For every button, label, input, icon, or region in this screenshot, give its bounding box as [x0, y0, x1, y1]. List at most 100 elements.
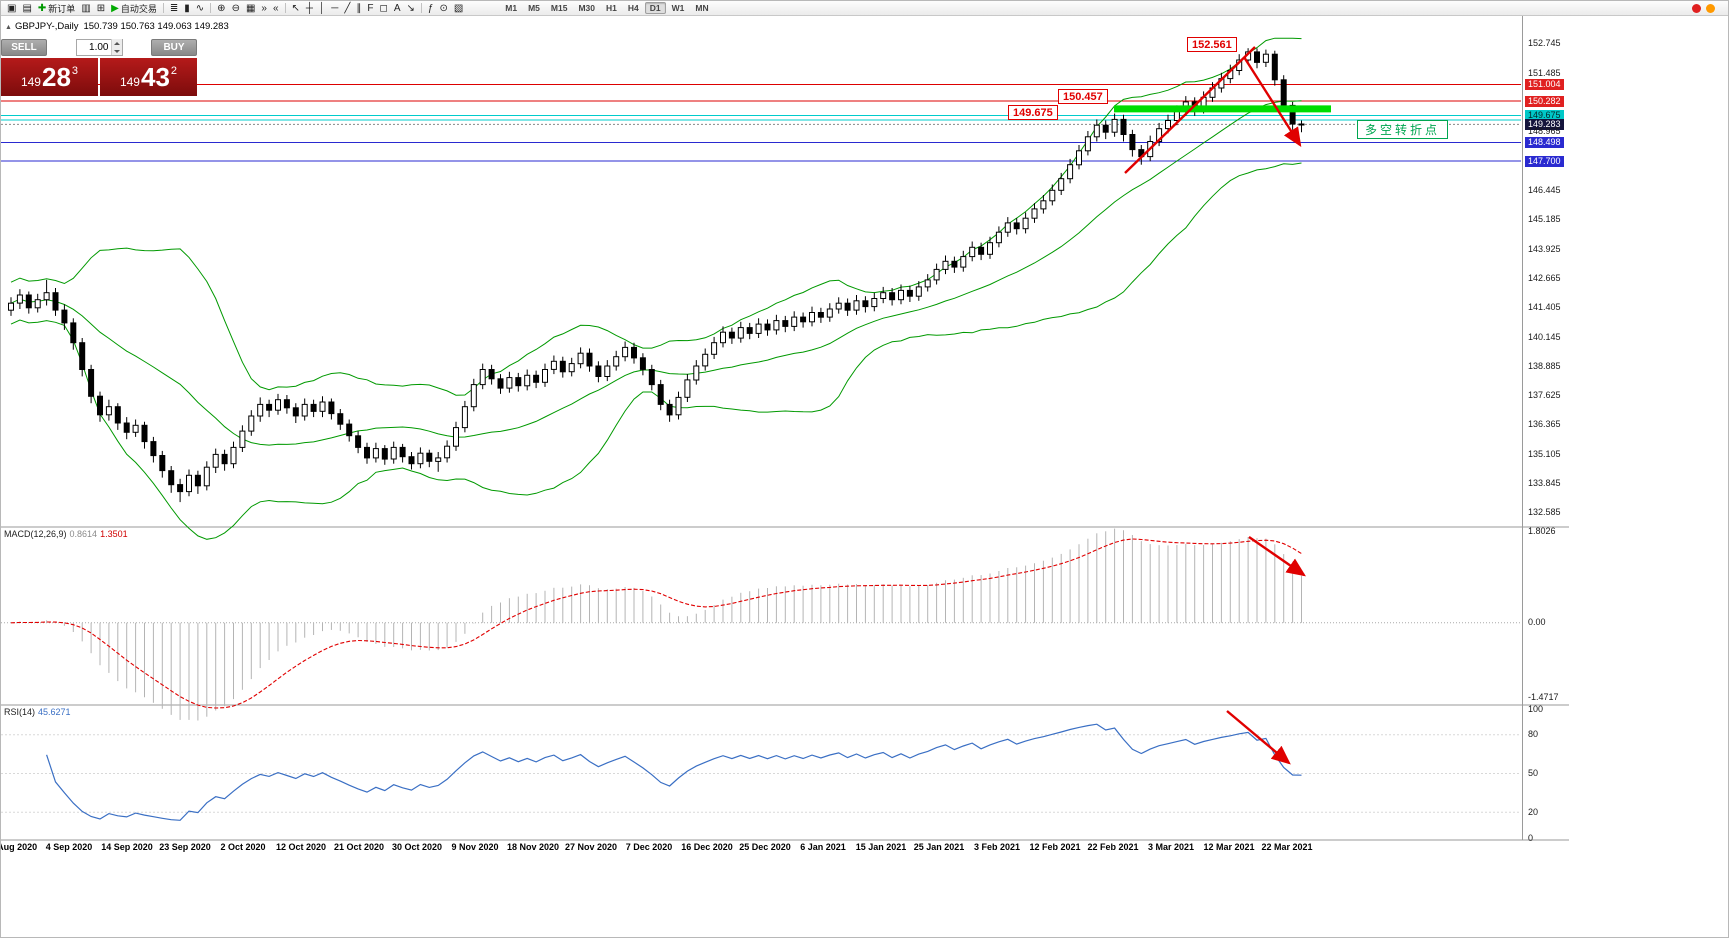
timeframe-m15[interactable]: M15 [550, 3, 568, 13]
panel-frames [1, 16, 1569, 841]
date-label: 22 Mar 2021 [1261, 842, 1313, 852]
toolbar-items: ▣ ▤ ✚ 新订单 ▥ ⊞ ▶ 自动交易 ≣ ▮ ∿ ⊕ ⊖ ▦» « ↖ ┼ │ ─ ╱ ∥ F ◻ A ↘ ƒ ⊙ ▧ [4, 2, 466, 15]
candles-chart-button[interactable]: ▮ [181, 2, 193, 15]
volume-input[interactable] [76, 41, 111, 53]
data-window-button[interactable]: ⊞ [94, 2, 108, 15]
chart-shift-button[interactable]: « [270, 2, 282, 15]
fibonacci-button[interactable]: F [364, 2, 376, 15]
rsi-tick: 20 [1528, 806, 1539, 817]
collapse-icon[interactable]: ▲ [5, 24, 12, 31]
buy-button[interactable]: BUY [151, 38, 197, 56]
new-order-button[interactable]: ✚ 新订单 [35, 2, 78, 15]
line-chart-button[interactable]: ∿ [193, 2, 207, 15]
annotation-note[interactable]: 多空转折点 [1357, 120, 1449, 139]
price-callout-resistance[interactable]: 150.457 [1058, 89, 1108, 104]
timeframe-h1[interactable]: H1 [606, 3, 617, 13]
date-label: 21 Oct 2020 [333, 842, 385, 852]
zoom-out-button[interactable]: ⊖ [229, 2, 243, 15]
rsi-value: 45.6271 [38, 707, 71, 717]
zoom-in-button[interactable]: ⊕ [214, 2, 228, 15]
play-icon: ▶ [111, 2, 119, 14]
bid-price-button[interactable]: 149 28 3 [1, 58, 98, 96]
price-tick: 133.845 [1528, 478, 1561, 489]
cursor-button[interactable]: ↖ [289, 2, 303, 15]
ask-point: 2 [170, 64, 178, 77]
chart-title: ▲ GBPJPY-,Daily 150.739 150.763 149.063 14… [5, 21, 229, 32]
rsi-name: RSI(14) [4, 707, 36, 717]
auto-scroll-button[interactable]: » [258, 2, 270, 15]
auto-trading-button[interactable]: ▶ 自动交易 [108, 2, 160, 15]
market-watch-button[interactable]: ▥ [78, 2, 93, 15]
chart-window-icon: ▣ [7, 2, 17, 14]
rsi-down-arrow[interactable] [1226, 710, 1291, 765]
trend-up-line[interactable] [1124, 46, 1256, 174]
price-badge-147.700: 147.700 [1525, 155, 1564, 167]
toolbar-separator [420, 3, 422, 13]
charts-window-button[interactable]: ▣ [4, 2, 19, 15]
date-label: 14 Sep 2020 [101, 842, 153, 852]
periods-button[interactable]: ⊙ [436, 2, 450, 15]
ask-price-button[interactable]: 149 43 2 [100, 58, 197, 96]
timeframe-m30[interactable]: M30 [578, 3, 595, 13]
shapes-button[interactable]: ◻ [377, 2, 391, 15]
price-badge-150.282: 150.282 [1525, 95, 1564, 107]
price-tick: 132.585 [1528, 507, 1561, 518]
price-callout-support[interactable]: 149.675 [1008, 105, 1058, 120]
cursor-icon: ↖ [291, 2, 300, 14]
auto-trading-button-label: 自动交易 [120, 3, 157, 14]
date-axis[interactable]: 26 Aug 2020 4 Sep 2020 14 Sep 2020 23 Sep 2… [1, 842, 1521, 855]
price-tick: 135.105 [1528, 448, 1561, 459]
toolbar-separator [210, 3, 212, 13]
price-callout-high[interactable]: 152.561 [1187, 37, 1237, 52]
price-axis[interactable]: 152.745 151.485 151.004 150.282 149.675 149.2… [1525, 1, 1585, 937]
volume-down-button[interactable] [111, 47, 122, 55]
zoom-out-icon: ⊖ [231, 2, 240, 14]
tile-windows-button[interactable]: ▦ [243, 2, 258, 15]
macd-tick: 1.8026 [1528, 526, 1556, 537]
timeframe-mn[interactable]: MN [695, 3, 709, 13]
crosshair-icon: ┼ [305, 2, 314, 14]
price-tick: 151.485 [1528, 67, 1561, 78]
vertical-line-button[interactable]: │ [316, 2, 328, 15]
profiles-button[interactable]: ▤ [19, 2, 34, 15]
timeframe-h4[interactable]: H4 [627, 3, 639, 13]
date-label: 4 Sep 2020 [45, 842, 93, 852]
volume-up-button[interactable] [111, 39, 122, 47]
sell-button[interactable]: SELL [1, 38, 47, 56]
price-tick: 136.365 [1528, 419, 1561, 430]
date-label: 12 Mar 2021 [1203, 842, 1255, 852]
reversal-down-arrow[interactable] [1242, 56, 1302, 148]
timeframe-m1[interactable]: M1 [505, 3, 518, 13]
indicators-button[interactable]: ƒ [425, 2, 437, 15]
timeframe-d1[interactable]: D1 [644, 2, 666, 14]
chart-shift-icon: « [272, 2, 279, 14]
crosshair-button[interactable]: ┼ [303, 2, 316, 15]
macd-down-arrow[interactable] [1248, 536, 1306, 577]
market-watch-icon: ▥ [81, 2, 91, 14]
timeframe-m5[interactable]: M5 [528, 3, 540, 13]
periods-icon: ⊙ [439, 2, 448, 14]
price-tick: 142.665 [1528, 272, 1561, 283]
templates-button[interactable]: ▧ [451, 2, 466, 15]
chart-ohlc-values: 150.739 150.763 149.063 149.283 [83, 21, 229, 32]
macd-main-value: 0.8614 [69, 529, 98, 539]
arrows-button[interactable]: ↘ [403, 2, 417, 15]
price-tick: 140.145 [1528, 331, 1561, 342]
indicators-icon: ƒ [427, 2, 434, 14]
rsi-tick: 100 [1528, 703, 1544, 714]
date-label: 9 Nov 2020 [451, 842, 499, 852]
tile-windows-icon: ▦ [245, 2, 256, 14]
trendline-button[interactable]: ╱ [341, 2, 353, 15]
date-label: 2 Oct 2020 [220, 842, 266, 852]
bars-chart-button[interactable]: ≣ [167, 2, 181, 15]
date-label: 3 Feb 2021 [973, 842, 1021, 852]
timeframe-w1[interactable]: W1 [671, 3, 685, 13]
macd-name: MACD(12,26,9) [4, 529, 67, 539]
toolbar-separator [284, 3, 286, 13]
text-button[interactable]: A [391, 2, 404, 15]
channel-button[interactable]: ∥ [353, 2, 364, 15]
alert-dot-red [1692, 3, 1701, 13]
horizontal-line-button[interactable]: ─ [328, 2, 341, 15]
